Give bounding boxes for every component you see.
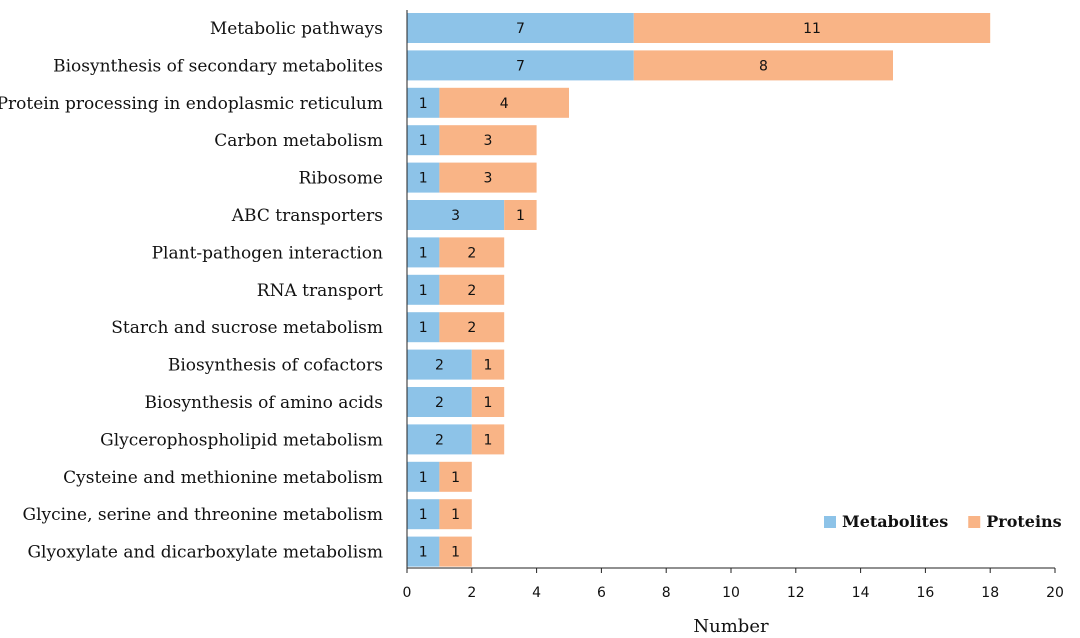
x-axis-title: Number	[693, 616, 769, 637]
value-label-metabolites-9: 2	[435, 358, 444, 374]
value-label-proteins-12: 1	[451, 470, 460, 486]
category-label-8: Starch and sucrose metabolism	[111, 318, 383, 338]
category-label-7: RNA transport	[257, 281, 383, 301]
x-tick-label-12: 12	[787, 585, 805, 601]
bar-proteins-9	[471, 349, 505, 380]
value-label-metabolites-4: 1	[419, 171, 428, 187]
category-label-13: Glycine, serine and threonine metabolism	[22, 505, 383, 525]
value-label-proteins-3: 3	[484, 133, 493, 149]
bar-metabolites-4	[407, 162, 440, 193]
value-label-metabolites-7: 1	[419, 283, 428, 299]
value-label-metabolites-6: 1	[419, 245, 428, 261]
bar-proteins-14	[439, 536, 472, 567]
x-tick-label-6: 6	[597, 585, 606, 601]
category-label-9: Biosynthesis of cofactors	[168, 356, 383, 376]
x-tick-label-20: 20	[1046, 585, 1064, 601]
legend-swatch-proteins	[968, 516, 981, 528]
x-ticks-group: 0 2 4 6 8 10 12 14 16 18 20	[403, 568, 1064, 601]
bar-proteins-8	[439, 312, 505, 343]
value-label-proteins-14: 1	[451, 545, 460, 561]
value-label-metabolites-14: 1	[419, 545, 428, 561]
value-label-proteins-0: 11	[803, 21, 821, 37]
category-label-12: Cysteine and methionine metabolism	[63, 468, 383, 488]
bar-metabolites-7	[407, 274, 440, 305]
bar-metabolites-9	[407, 349, 472, 380]
value-label-metabolites-2: 1	[419, 96, 428, 112]
category-labels: Metabolic pathways Biosynthesis of second…	[0, 19, 383, 563]
bar-proteins-3	[439, 125, 537, 156]
value-label-proteins-6: 2	[467, 245, 476, 261]
value-label-metabolites-3: 1	[419, 133, 428, 149]
category-label-1: Biosynthesis of secondary metabolites	[53, 56, 383, 76]
category-label-14: Glyoxylate and dicarboxylate metabolism	[27, 543, 383, 563]
bar-proteins-12	[439, 461, 472, 492]
value-label-proteins-10: 1	[484, 395, 493, 411]
bar-metabolites-13	[407, 499, 440, 530]
bar-proteins-6	[439, 237, 505, 268]
bar-metabolites-3	[407, 125, 440, 156]
value-label-metabolites-11: 2	[435, 432, 444, 448]
legend-label-metabolites: Metabolites	[842, 512, 948, 531]
x-tick-label-2: 2	[467, 585, 476, 601]
value-label-metabolites-12: 1	[419, 470, 428, 486]
x-tick-label-4: 4	[532, 585, 541, 601]
bar-metabolites-6	[407, 237, 440, 268]
value-label-metabolites-8: 1	[419, 320, 428, 336]
category-label-4: Ribosome	[299, 169, 384, 189]
bar-metabolites-10	[407, 387, 472, 417]
bar-metabolites-1	[407, 50, 634, 81]
x-tick-label-16: 16	[916, 585, 934, 601]
category-label-11: Glycerophospholipid metabolism	[100, 430, 383, 450]
value-label-metabolites-0: 7	[516, 21, 525, 37]
bar-proteins-10	[471, 387, 505, 417]
value-label-proteins-5: 1	[516, 208, 525, 224]
bar-metabolites-5	[407, 200, 505, 230]
value-label-proteins-9: 1	[484, 358, 493, 374]
x-tick-label-18: 18	[981, 585, 999, 601]
bars-group: 7 117 81 41 31 33 11 21 21 22 12 12 11 11 11 1	[407, 13, 991, 567]
bar-proteins-1	[633, 50, 893, 81]
legend-swatch-metabolites	[824, 516, 836, 528]
bar-metabolites-0	[407, 13, 634, 43]
bar-metabolites-11	[407, 424, 472, 455]
value-label-metabolites-13: 1	[419, 507, 428, 523]
value-label-proteins-11: 1	[484, 432, 493, 448]
value-label-metabolites-1: 7	[516, 58, 525, 74]
x-tick-label-14: 14	[852, 585, 870, 601]
category-label-6: Plant-pathogen interaction	[152, 243, 383, 263]
bar-proteins-2	[439, 87, 569, 118]
category-label-0: Metabolic pathways	[210, 19, 383, 39]
category-label-5: ABC transporters	[231, 206, 383, 226]
bar-proteins-5	[504, 200, 537, 230]
bar-proteins-0	[633, 13, 991, 43]
value-label-proteins-8: 2	[467, 320, 476, 336]
bar-metabolites-2	[407, 87, 440, 118]
value-label-metabolites-10: 2	[435, 395, 444, 411]
bar-proteins-11	[471, 424, 505, 455]
category-label-3: Carbon metabolism	[214, 131, 383, 151]
value-label-metabolites-5: 3	[451, 208, 460, 224]
legend-label-proteins: Proteins	[986, 512, 1061, 531]
bar-proteins-13	[439, 499, 472, 530]
category-label-2: Protein processing in endoplasmic reticu…	[0, 94, 383, 114]
value-label-proteins-13: 1	[451, 507, 460, 523]
x-tick-label-8: 8	[662, 585, 671, 601]
bar-metabolites-14	[407, 536, 440, 567]
value-label-proteins-1: 8	[759, 58, 768, 74]
bar-proteins-7	[439, 274, 505, 305]
x-tick-label-10: 10	[722, 585, 740, 601]
legend: Metabolites Proteins	[824, 512, 1062, 531]
x-tick-label-0: 0	[403, 585, 412, 601]
value-label-proteins-7: 2	[467, 283, 476, 299]
category-label-10: Biosynthesis of amino acids	[145, 393, 383, 413]
value-label-proteins-2: 4	[500, 96, 509, 112]
bar-proteins-4	[439, 162, 537, 193]
value-label-proteins-4: 3	[484, 171, 493, 187]
bar-metabolites-8	[407, 312, 440, 343]
bar-metabolites-12	[407, 461, 440, 492]
